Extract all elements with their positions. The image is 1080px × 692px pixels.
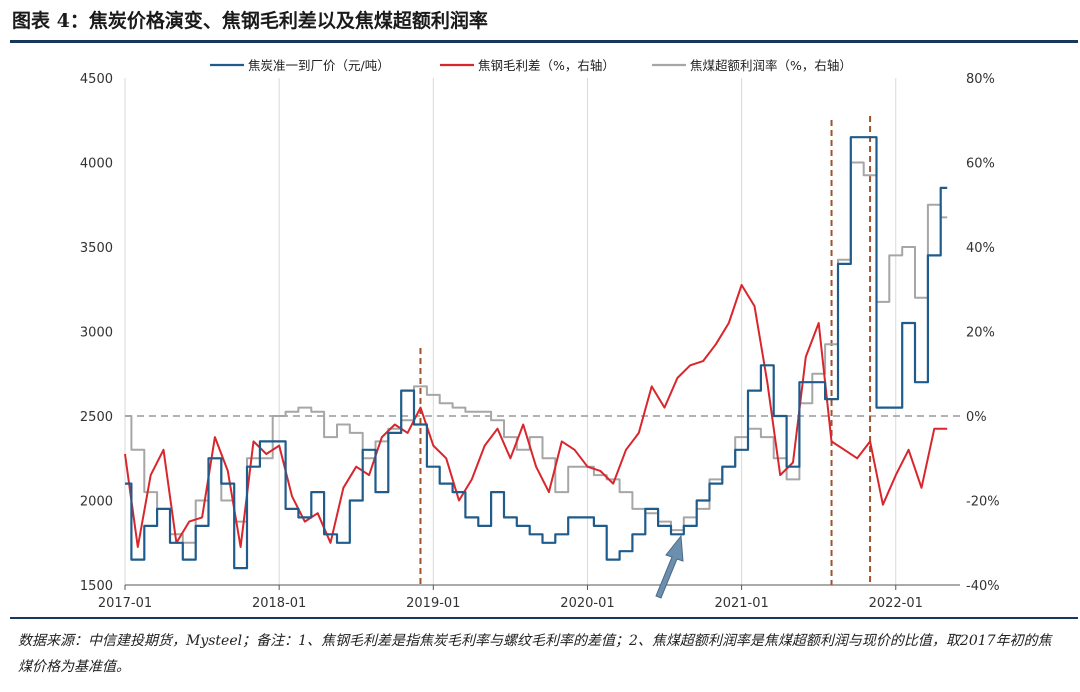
title-rule <box>10 40 1078 43</box>
y-right-tick-label: 20% <box>966 326 995 341</box>
x-tick-label: 2020-01 <box>560 596 614 611</box>
legend: 焦炭准一到厂价（元/吨） 焦钢毛利差（%，右轴） 焦煤超额利润率（%，右轴） <box>210 58 852 73</box>
y-left-tick-label: 4000 <box>80 157 113 172</box>
series-line-1 <box>124 284 948 548</box>
series-lines <box>124 136 948 570</box>
figure-title: 图表 4：焦炭价格演变、焦钢毛利差以及焦煤超额利润率 <box>12 10 488 32</box>
vertical-markers <box>419 116 872 585</box>
y-left-tick-label: 1500 <box>80 579 113 594</box>
y-left-tick-label: 2000 <box>80 495 113 510</box>
x-tick-label: 2017-01 <box>98 596 152 611</box>
legend-label: 焦煤超额利润率（%，右轴） <box>690 58 852 73</box>
x-tick-label: 2021-01 <box>714 596 768 611</box>
y-left-tick-label: 2500 <box>80 410 113 425</box>
grid <box>124 78 960 585</box>
source-note: 数据来源：中信建投期货，Mysteel；备注：1、焦钢毛利差是指焦炭毛利率与螺纹… <box>18 633 1052 675</box>
y-left-tick-label: 4500 <box>80 72 113 87</box>
y-right-tick-label: 40% <box>966 241 995 256</box>
y-right-tick-label: 0% <box>966 410 987 425</box>
y-left-tick-label: 3500 <box>80 241 113 256</box>
x-tick-label: 2018-01 <box>252 596 306 611</box>
axes: 2017-01 2018-01 2019-01 2020-01 2021-01 2022-… <box>80 72 1000 611</box>
x-tick-label: 2022-01 <box>869 596 923 611</box>
series-line-2 <box>125 161 948 544</box>
footer-rule <box>10 617 1078 619</box>
series-line-0 <box>125 136 948 570</box>
legend-label: 焦炭准一到厂价（元/吨） <box>248 58 390 73</box>
legend-label: 焦钢毛利差（%，右轴） <box>478 58 615 73</box>
y-left-tick-label: 3000 <box>80 326 113 341</box>
y-right-tick-label: 80% <box>966 72 995 87</box>
arrow-shape <box>655 534 684 599</box>
x-tick-label: 2019-01 <box>406 596 460 611</box>
chart: 2017-01 2018-01 2019-01 2020-01 2021-01 2022-… <box>80 58 1000 611</box>
y-right-tick-label: -20% <box>966 495 1000 510</box>
annotation-arrow <box>655 534 684 599</box>
y-right-tick-label: -40% <box>966 579 1000 594</box>
y-right-tick-label: 60% <box>966 157 995 172</box>
